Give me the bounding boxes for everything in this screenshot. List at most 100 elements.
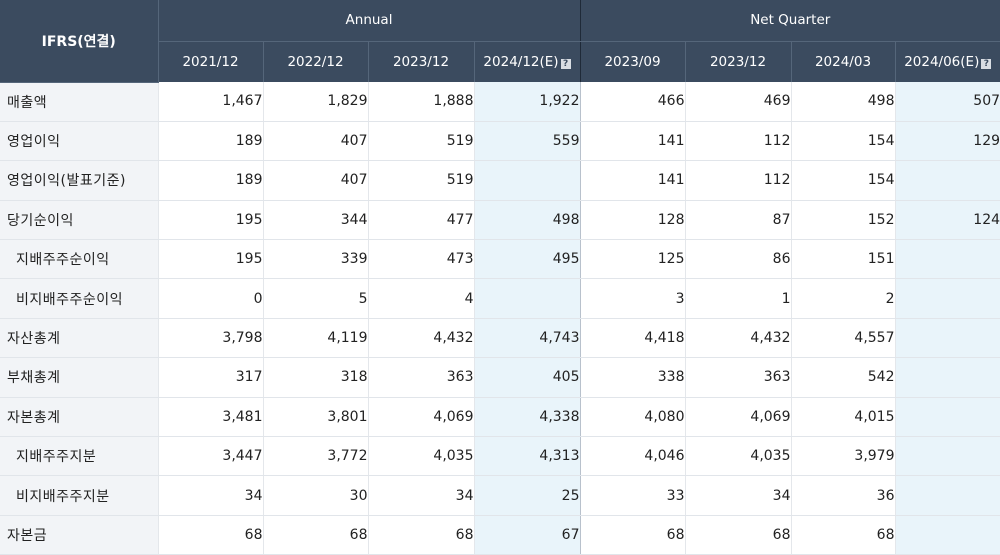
period-label: 2021/12 [182, 53, 239, 70]
row-label: 영업이익 [0, 121, 158, 162]
value-cell [894, 318, 1000, 359]
value-cell: 124 [894, 200, 1000, 241]
value-cell: 195 [157, 239, 263, 280]
value-cell: 154 [790, 160, 895, 201]
period-header: 2023/09 [579, 41, 685, 82]
value-cell: 154 [790, 121, 895, 162]
table-body: 매출액 1,467 1,829 1,888 1,922 466 469 498 507 영업이익 1… [0, 82, 1000, 555]
value-cell: 141 [579, 160, 685, 201]
value-cell: 344 [262, 200, 368, 241]
value-cell: 3,447 [157, 436, 263, 477]
period-label: 2023/12 [392, 53, 450, 70]
period-label: 2023/12 [709, 53, 767, 70]
period-header: 2022/12 [262, 41, 368, 82]
period-header: 2024/12(E)? [473, 41, 580, 82]
value-cell [894, 239, 1000, 280]
value-cell: 25 [473, 475, 580, 516]
value-cell [894, 357, 1000, 398]
estimate-info-icon[interactable]: ? [560, 58, 571, 69]
value-cell: 129 [894, 121, 1000, 162]
period-header: 2024/03 [790, 41, 895, 82]
period-header-row: 2021/12 2022/12 2023/12 2024/12(E)? 2023/09 2… [0, 41, 1000, 82]
value-cell: 30 [262, 475, 368, 516]
value-cell [894, 436, 1000, 477]
value-cell [894, 397, 1000, 438]
value-cell: 559 [473, 121, 580, 162]
value-cell: 33 [579, 475, 685, 516]
value-cell: 363 [367, 357, 474, 398]
table-row: 비지배주주지분 34 30 34 25 33 34 36 [0, 475, 1000, 516]
period-label: 2024/03 [814, 53, 872, 70]
value-cell: 112 [684, 160, 791, 201]
value-cell: 128 [579, 200, 685, 241]
value-cell: 34 [157, 475, 263, 516]
row-label: 비지배주주지분 [0, 475, 158, 516]
annual-group-header: Annual [157, 0, 580, 42]
value-cell: 4,313 [473, 436, 580, 477]
period-label: 2023/09 [604, 53, 661, 70]
value-cell: 407 [262, 121, 368, 162]
value-cell: 195 [157, 200, 263, 241]
value-cell [894, 278, 1000, 319]
estimate-info-icon[interactable]: ? [981, 58, 992, 69]
value-cell: 1,829 [262, 82, 368, 122]
value-cell: 466 [579, 82, 685, 122]
value-cell: 68 [790, 515, 895, 555]
period-label: 2024/06(E) [904, 53, 980, 70]
value-cell: 4,035 [367, 436, 474, 477]
value-cell: 4,338 [473, 397, 580, 438]
table-row: 자본금 68 68 68 67 68 68 68 [0, 515, 1000, 555]
table-row: 부채총계 317 318 363 405 338 363 542 [0, 357, 1000, 398]
value-cell: 3,772 [262, 436, 368, 477]
period-header: 2021/12 [157, 41, 263, 82]
value-cell: 67 [473, 515, 580, 555]
table-header: IFRS(연결) Annual Net Quarter 2021/12 2022/… [0, 0, 1000, 83]
value-cell: 189 [157, 160, 263, 201]
period-header: 2023/12 [684, 41, 791, 82]
value-cell: 151 [790, 239, 895, 280]
value-cell: 317 [157, 357, 263, 398]
value-cell: 498 [473, 200, 580, 241]
row-label: 자본총계 [0, 397, 158, 438]
row-label: 매출액 [0, 82, 158, 122]
table-row: 비지배주주순이익 0 5 4 3 1 2 [0, 278, 1000, 319]
value-cell: 4,069 [367, 397, 474, 438]
table-row: 영업이익 189 407 519 559 141 112 154 129 [0, 121, 1000, 162]
value-cell: 4,080 [579, 397, 685, 438]
value-cell: 407 [262, 160, 368, 201]
value-cell: 339 [262, 239, 368, 280]
value-cell: 36 [790, 475, 895, 516]
table-row: 지배주주지분 3,447 3,772 4,035 4,313 4,046 4,035 3,97… [0, 436, 1000, 477]
value-cell: 507 [894, 82, 1000, 122]
value-cell: 4,418 [579, 318, 685, 359]
value-cell: 4,069 [684, 397, 791, 438]
net-quarter-group-header: Net Quarter [579, 0, 1000, 42]
value-cell: 3,798 [157, 318, 263, 359]
value-cell: 1,888 [367, 82, 474, 122]
value-cell: 189 [157, 121, 263, 162]
value-cell: 87 [684, 200, 791, 241]
accounting-standard-header: IFRS(연결) [0, 0, 158, 83]
value-cell: 141 [579, 121, 685, 162]
period-label: 2022/12 [287, 53, 344, 70]
period-header: 2023/12 [367, 41, 474, 82]
value-cell: 405 [473, 357, 580, 398]
table-row: 자산총계 3,798 4,119 4,432 4,743 4,418 4,432 4,557 [0, 318, 1000, 359]
value-cell: 152 [790, 200, 895, 241]
value-cell: 1,467 [157, 82, 263, 122]
value-cell [894, 475, 1000, 516]
value-cell: 86 [684, 239, 791, 280]
value-cell: 519 [367, 160, 474, 201]
value-cell: 3,481 [157, 397, 263, 438]
row-label: 부채총계 [0, 357, 158, 398]
value-cell: 68 [157, 515, 263, 555]
table-row: 당기순이익 195 344 477 498 128 87 152 124 [0, 200, 1000, 241]
table-row: 영업이익(발표기준) 189 407 519 141 112 154 [0, 160, 1000, 201]
value-cell: 542 [790, 357, 895, 398]
table-row: 자본총계 3,481 3,801 4,069 4,338 4,080 4,069 4,015 [0, 397, 1000, 438]
value-cell: 68 [579, 515, 685, 555]
value-cell: 4,432 [367, 318, 474, 359]
row-label: 자산총계 [0, 318, 158, 359]
value-cell: 4,119 [262, 318, 368, 359]
